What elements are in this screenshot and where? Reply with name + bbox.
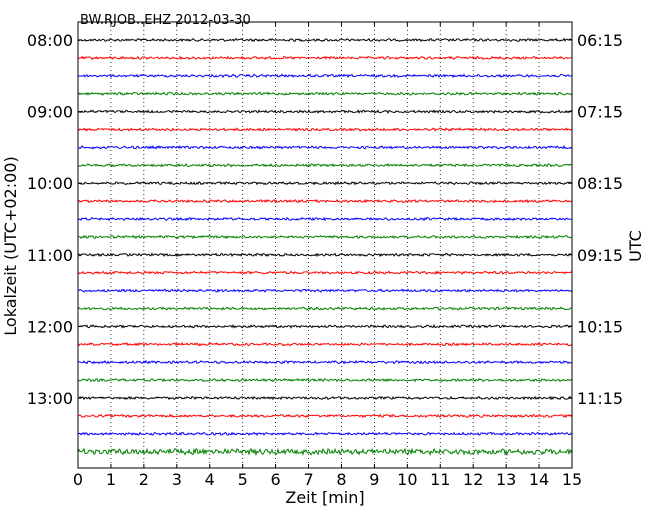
x-tick-label: 5 [238, 470, 248, 489]
trace-line [77, 73, 573, 79]
x-tick-label: 9 [369, 470, 379, 489]
trace-line [77, 91, 573, 96]
x-tick-label: 14 [529, 470, 549, 489]
plot-background [78, 22, 572, 468]
x-tick-label: 7 [303, 470, 313, 489]
trace-line [77, 162, 573, 168]
y-tick-label-right: 08:15 [577, 174, 623, 193]
trace-line [77, 198, 573, 204]
x-tick-label: 1 [106, 470, 116, 489]
x-tick-label: 12 [463, 470, 483, 489]
trace-line [77, 431, 573, 436]
trace-line [77, 413, 573, 419]
x-tick-label: 10 [397, 470, 417, 489]
trace-line [77, 323, 573, 329]
trace-line [77, 395, 573, 401]
x-tick-label: 3 [172, 470, 182, 489]
trace-line [77, 447, 573, 457]
trace-line [77, 306, 573, 311]
trace-line [77, 341, 573, 347]
trace-line [77, 270, 573, 275]
trace-line [77, 288, 573, 293]
y-tick-label-left: 10:00 [27, 174, 73, 193]
x-tick-label: 2 [139, 470, 149, 489]
y-tick-label-left: 11:00 [27, 246, 73, 265]
x-tick-label: 8 [336, 470, 346, 489]
trace-line [77, 144, 573, 150]
trace-line [77, 216, 573, 222]
y-axis-label-right: UTC [626, 230, 645, 262]
trace-line [77, 109, 573, 115]
y-tick-label-left: 12:00 [27, 317, 73, 336]
x-axis-ticks: 0 1 2 3 4 5 6 7 8 9 10 11 12 13 14 15 [73, 22, 582, 489]
x-tick-label: 11 [430, 470, 450, 489]
y-tick-label-left: 08:00 [27, 31, 73, 50]
left-y-axis-ticks: 08:00 09:00 10:00 11:00 12:00 13:00 [27, 31, 82, 408]
y-axis-label-left: Lokalzeit (UTC+02:00) [1, 156, 20, 335]
trace-line [77, 55, 573, 61]
y-tick-label-left: 13:00 [27, 389, 73, 408]
trace-line [77, 252, 573, 258]
y-tick-label-right: 11:15 [577, 389, 623, 408]
right-y-axis-ticks: 06:15 07:15 08:15 09:15 10:15 11:15 [568, 31, 623, 408]
x-tick-label: 6 [271, 470, 281, 489]
trace-line [77, 359, 573, 365]
trace-line [77, 234, 573, 240]
seismogram-traces [77, 37, 573, 457]
trace-line [77, 127, 573, 132]
x-tick-label: 15 [562, 470, 582, 489]
y-tick-label-right: 07:15 [577, 103, 623, 122]
x-tick-label: 13 [496, 470, 516, 489]
y-tick-label-right: 06:15 [577, 31, 623, 50]
x-tick-label: 0 [73, 470, 83, 489]
trace-line [77, 180, 573, 186]
chart-title: BW.RJOB..EHZ 2012-03-30 [80, 13, 251, 28]
x-tick-label: 4 [205, 470, 215, 489]
x-axis-label: Zeit [min] [285, 488, 364, 507]
trace-line [77, 377, 573, 383]
y-tick-label-right: 10:15 [577, 317, 623, 336]
plot-frame [77, 21, 573, 469]
y-tick-label-left: 09:00 [27, 103, 73, 122]
trace-line [77, 37, 573, 43]
y-tick-label-right: 09:15 [577, 246, 623, 265]
